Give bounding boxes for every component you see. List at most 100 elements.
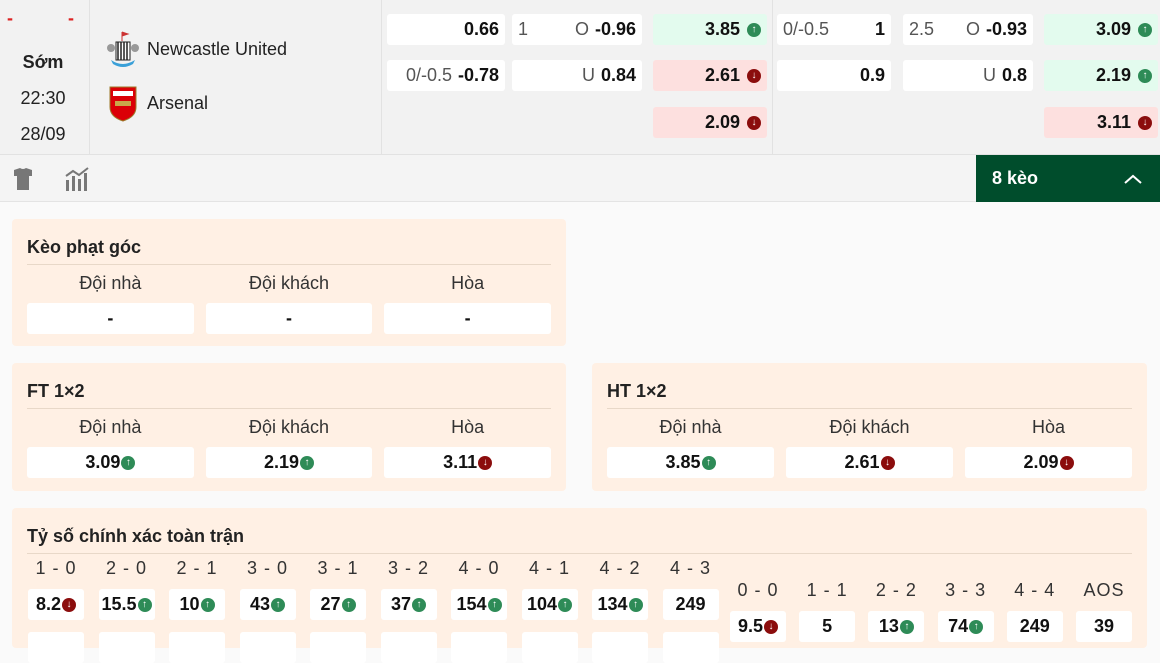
home-team[interactable]: Newcastle United (105, 30, 287, 68)
score-odds[interactable]: 39 (1076, 611, 1132, 642)
match-status: Sớm (22, 52, 64, 72)
odds-cell[interactable]: 0/-0.5 1 (777, 14, 891, 45)
odds-box[interactable]: - (384, 303, 552, 334)
score-label: 4 - 4 (1014, 580, 1056, 600)
score-label: 4 - 1 (528, 558, 571, 578)
score-label: 3 - 2 (387, 558, 430, 578)
score-odds[interactable]: 74 ↑ (937, 611, 994, 642)
odds-box[interactable]: - (27, 303, 194, 334)
arrow-up-icon: ↑ (701, 455, 716, 470)
arrow-up-icon: ↑ (628, 597, 643, 612)
arrow-down-icon: ↓ (747, 115, 761, 130)
odds-label: 0/-0.5 (783, 19, 830, 39)
odds-value: 0.8 (1001, 65, 1027, 85)
odds-cell[interactable]: 3.09 ↑ (1044, 14, 1158, 45)
score-label: 2 - 2 (875, 580, 917, 600)
score-odds[interactable]: 15.5 ↑ (98, 589, 155, 620)
odds-value: 3.85 (665, 452, 701, 472)
odds-value: 154 (456, 594, 487, 614)
odds-value: 134 (597, 594, 628, 614)
score-odds[interactable]: 154 ↑ (451, 589, 507, 620)
correct-score-title: Tỷ số chính xác toàn trận (27, 526, 1132, 554)
column-header: Đội nhà (79, 273, 142, 293)
score-odds[interactable]: 249 (1006, 611, 1063, 642)
stats-chart-icon[interactable] (64, 166, 92, 192)
score-odds[interactable]: 5 (799, 611, 856, 642)
odds-cell[interactable]: 0.66 (387, 14, 505, 45)
score-odds[interactable]: 27 ↑ (310, 589, 366, 620)
jersey-icon[interactable] (12, 167, 34, 191)
odds-value: 39 (1093, 616, 1115, 636)
arrow-up-icon: ↑ (200, 597, 215, 612)
odds-value: 43 (249, 594, 271, 614)
score-odds[interactable]: 134 ↑ (592, 589, 648, 620)
odds-box[interactable]: 3.09 ↑ (27, 447, 194, 478)
arrow-down-icon: ↓ (1059, 455, 1074, 470)
arrow-down-icon: ↓ (764, 619, 779, 634)
odds-value: 8.2 (35, 594, 62, 614)
arsenal-crest-icon (109, 86, 137, 122)
odds-box[interactable]: - (205, 303, 373, 334)
arrow-up-icon: ↑ (747, 22, 761, 37)
odds-value: 0.66 (463, 19, 499, 39)
corner-title: Kèo phạt góc (27, 237, 551, 265)
odds-label: 1 (518, 19, 529, 39)
column-header: Hòa (451, 417, 485, 437)
odds-box[interactable]: 2.09 ↓ (965, 447, 1132, 478)
arrow-up-icon: ↑ (341, 597, 356, 612)
odds-cell[interactable]: 0/-0.5 -0.78 (387, 60, 505, 91)
odds-box[interactable]: 2.61 ↓ (786, 447, 953, 478)
score-odds[interactable]: 249 (662, 589, 719, 620)
arrow-up-icon: ↑ (487, 597, 502, 612)
odds-value: 3.11 (443, 452, 478, 472)
score-odds[interactable]: 37 ↑ (380, 589, 437, 620)
odds-cell[interactable]: 3.85 ↑ (653, 14, 767, 45)
more-markets-button[interactable]: 8 kèo (976, 155, 1160, 202)
odds-label: O (574, 19, 589, 39)
score-odds[interactable]: 13 ↑ (868, 611, 925, 642)
odds-cell[interactable]: 1 O -0.96 (512, 14, 642, 45)
score-label: 4 - 2 (599, 558, 641, 578)
odds-box[interactable]: 2.19 ↑ (205, 447, 373, 478)
odds-value: 13 (878, 616, 899, 636)
odds-cell[interactable]: 2.5 O -0.93 (903, 14, 1033, 45)
odds-cell[interactable]: 0.9 (777, 60, 891, 91)
odds-value: 2.09 (1023, 452, 1059, 472)
column-header: Đội nhà (659, 417, 722, 437)
match-time: 22:30 (20, 88, 66, 108)
odds-value: -0.93 (985, 19, 1027, 39)
odds-cell[interactable]: 2.19 ↑ (1044, 60, 1158, 91)
score-label: 0 - 0 (737, 580, 779, 600)
odds-cell[interactable]: 3.11 ↓ (1044, 107, 1158, 138)
ft-1x2-card: FT 1×2 Đội nhà 3.09 ↑ Đội khách 2.19 ↑ Hòa 3.11 ↓ (12, 363, 566, 491)
score-odds[interactable]: 9.5 ↓ (730, 611, 786, 642)
odds-cell[interactable]: U 0.8 (903, 60, 1033, 91)
newcastle-crest-icon (107, 31, 139, 67)
column-header: Đội khách (829, 417, 910, 437)
odds-label: 2.5 (909, 19, 935, 39)
odds-cell[interactable]: U 0.84 (512, 60, 642, 91)
arrow-down-icon: ↓ (747, 68, 761, 83)
odds-label: U (581, 65, 595, 85)
odds-box[interactable]: 3.11 ↓ (384, 447, 552, 478)
score-label: 3 - 3 (945, 580, 987, 600)
home-team-name: Newcastle United (147, 38, 288, 59)
score-odds[interactable]: 104 ↑ (521, 589, 578, 620)
match-date: 28/09 (20, 124, 66, 144)
score-odds[interactable]: 43 ↑ (239, 589, 296, 620)
odds-label: O (965, 19, 980, 39)
score-label: 1 - 0 (35, 558, 77, 578)
odds-value: 2.19 (263, 452, 300, 472)
score-label: 4 - 0 (458, 558, 500, 578)
score-odds[interactable]: 10 ↑ (169, 589, 225, 620)
odds-value: - (107, 308, 114, 328)
score-label: 1 - 1 (806, 580, 848, 600)
odds-value: -0.78 (457, 65, 499, 85)
arrow-up-icon: ↑ (969, 619, 984, 634)
odds-box[interactable]: 3.85 ↑ (607, 447, 774, 478)
away-team[interactable]: Arsenal (105, 84, 208, 122)
chevron-up-icon (1124, 174, 1142, 184)
score-odds[interactable]: 8.2 ↓ (28, 589, 84, 620)
odds-cell[interactable]: 2.09 ↓ (653, 107, 767, 138)
odds-cell[interactable]: 2.61 ↓ (653, 60, 767, 91)
